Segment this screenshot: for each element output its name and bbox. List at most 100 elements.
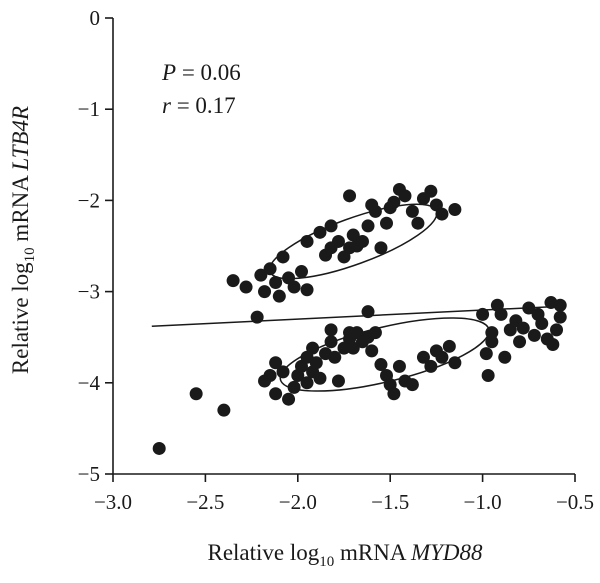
data-points	[152, 182, 567, 455]
data-point	[374, 358, 388, 372]
y-tick-label: 0	[90, 6, 101, 30]
data-point	[331, 234, 345, 248]
y-axis-title: Relative log10 mRNA LTB4R	[8, 106, 38, 374]
data-point	[411, 216, 425, 230]
data-point	[152, 441, 166, 455]
data-point	[424, 184, 438, 198]
r-value-annotation: r = 0.17	[162, 93, 236, 118]
data-point	[387, 387, 401, 401]
data-point	[254, 268, 268, 282]
data-point	[287, 280, 301, 294]
y-title-middle: mRNA	[8, 171, 33, 248]
data-point	[435, 350, 449, 364]
r-value: = 0.17	[171, 93, 236, 118]
data-point	[392, 359, 406, 373]
x-title-prefix: Relative log	[207, 540, 319, 565]
data-point	[269, 387, 283, 401]
data-point	[300, 283, 314, 297]
y-tick-label: −1	[78, 97, 100, 121]
data-point	[380, 216, 394, 230]
data-point	[387, 195, 401, 209]
x-title-subscript: 10	[319, 554, 334, 570]
data-point	[324, 323, 338, 337]
data-point	[435, 207, 449, 221]
data-point	[368, 204, 382, 218]
data-point	[355, 234, 369, 248]
data-point	[553, 298, 567, 312]
data-point	[361, 305, 375, 319]
p-value: = 0.06	[176, 60, 241, 85]
data-point	[498, 350, 512, 364]
data-point	[365, 344, 379, 358]
data-point	[263, 369, 277, 383]
p-symbol: P	[161, 60, 176, 85]
data-point	[269, 356, 283, 370]
r-symbol: r	[162, 93, 172, 118]
data-point	[550, 323, 564, 337]
data-point	[374, 241, 388, 255]
data-point	[217, 403, 231, 417]
y-title-subscript: 10	[22, 247, 38, 262]
data-point	[494, 307, 508, 321]
data-point	[294, 265, 308, 279]
data-point	[485, 335, 499, 349]
data-point	[516, 321, 530, 335]
data-point	[398, 189, 412, 203]
data-point	[448, 356, 462, 370]
data-point	[416, 350, 430, 364]
y-axis-ticks: 0 −1 −2 −3 −4 −5	[78, 6, 113, 486]
data-point	[189, 387, 203, 401]
data-point	[346, 341, 360, 355]
data-point	[476, 307, 490, 321]
x-title-gene: MYD88	[410, 540, 483, 565]
data-point	[448, 203, 462, 217]
y-tick-label: −5	[78, 462, 100, 486]
y-tick-label: −4	[78, 371, 101, 395]
data-point	[553, 310, 567, 324]
data-point	[250, 310, 264, 324]
data-point	[239, 280, 253, 294]
data-point	[313, 225, 327, 239]
data-point	[300, 234, 314, 248]
x-tick-label: −2.5	[186, 490, 224, 514]
y-title-prefix: Relative log	[8, 262, 33, 374]
data-point	[522, 301, 536, 315]
data-point	[442, 339, 456, 353]
x-tick-label: −1.5	[371, 490, 409, 514]
data-point	[287, 380, 301, 394]
data-point	[282, 392, 296, 406]
x-title-middle: mRNA	[334, 540, 411, 565]
data-point	[343, 189, 357, 203]
data-point	[263, 262, 277, 276]
data-point	[481, 369, 495, 383]
data-point	[276, 250, 290, 264]
p-value-annotation: P = 0.06	[161, 60, 241, 85]
data-point	[346, 228, 360, 242]
data-point	[331, 374, 345, 388]
data-point	[276, 365, 290, 379]
data-point	[324, 219, 338, 233]
data-point	[328, 350, 342, 364]
data-point	[546, 337, 560, 351]
y-title-gene: LTB4R	[8, 106, 33, 172]
x-tick-label: −1.0	[464, 490, 502, 514]
data-point	[324, 335, 338, 349]
data-point	[309, 356, 323, 370]
x-tick-label: −2.0	[279, 490, 317, 514]
data-point	[527, 328, 541, 342]
x-tick-label: −3.0	[94, 490, 132, 514]
data-point	[513, 335, 527, 349]
data-point	[535, 317, 549, 331]
data-point	[226, 274, 240, 288]
data-point	[313, 371, 327, 385]
data-point	[361, 219, 375, 233]
data-point	[306, 341, 320, 355]
y-tick-label: −3	[78, 280, 100, 304]
data-point	[272, 289, 286, 303]
data-point	[405, 204, 419, 218]
data-point	[424, 359, 438, 373]
data-point	[405, 378, 419, 392]
data-point	[258, 285, 272, 299]
data-point	[269, 275, 283, 289]
